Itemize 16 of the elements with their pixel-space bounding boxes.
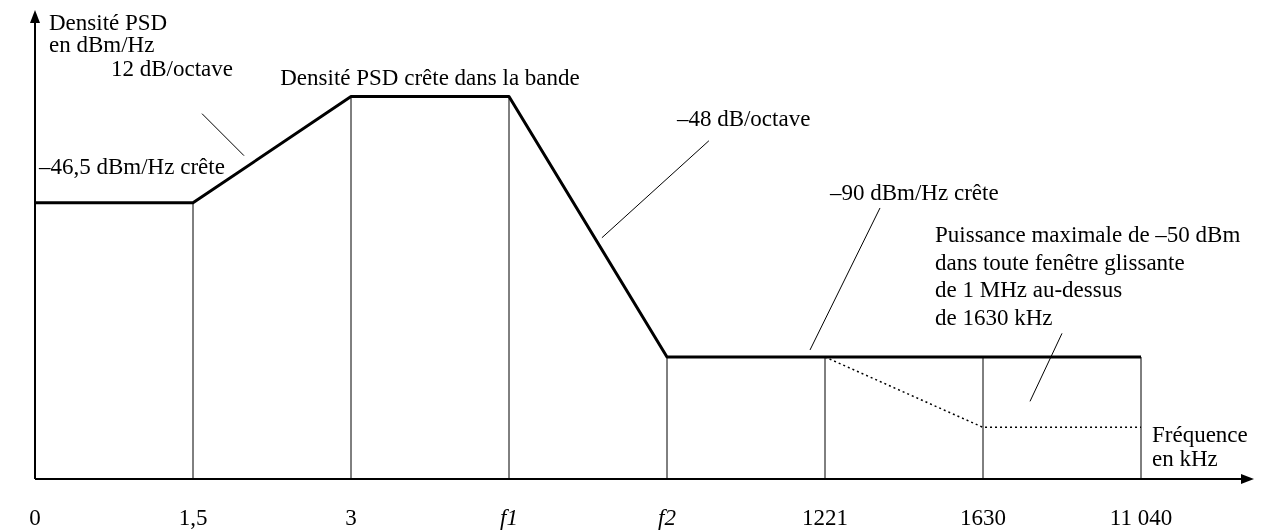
annotation: Puissance maximale de –50 dBm dans toute fenêtre glissante de 1 MHz au-dessus de 1630 kHz: [935, 222, 1241, 330]
annotation: –90 dBm/Hz crête: [829, 179, 999, 205]
annotation: –48 dB/octave: [675, 105, 811, 131]
x-tick-label: 1630: [960, 505, 1006, 530]
x-tick-label: 3: [345, 505, 357, 530]
x-tick-label: 1,5: [178, 505, 208, 530]
annotation: –46,5 dBm/Hz crête: [38, 153, 225, 179]
text: Densité PSD crête dans la bande: [280, 64, 580, 90]
x-tick-label: f1: [500, 505, 518, 530]
x-tick-label: f2: [658, 505, 676, 530]
y-axis-title: Densité PSD en dBm/Hz: [49, 10, 168, 57]
x-tick-label: 11 040: [1109, 505, 1173, 530]
x-tick-label: 1221: [802, 505, 848, 530]
x-tick-label: 0: [29, 505, 41, 530]
x-axis-title: Fréquence en kHz: [1152, 422, 1248, 471]
text: 12 dB/octave: [111, 55, 233, 81]
